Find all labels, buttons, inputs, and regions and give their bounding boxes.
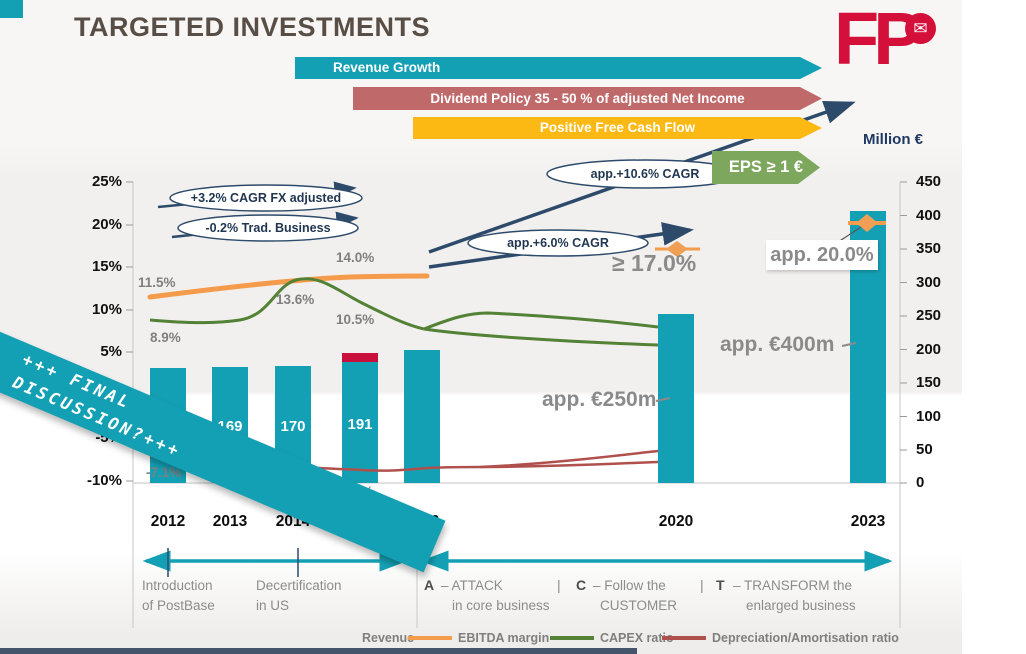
capex-2012-label: 8.9%	[150, 330, 181, 345]
phase-c-subtitle: CUSTOMER	[600, 598, 678, 613]
phase-separator: |	[700, 577, 704, 593]
ebitda-2020-diamond	[666, 241, 688, 257]
legend-swatch-capex	[550, 636, 594, 640]
page-title: TARGETED INVESTMENTS	[74, 12, 431, 42]
phase-t-letter: T	[716, 577, 725, 593]
legend-label-revenue: Revenue	[362, 631, 415, 645]
ebitda-line	[147, 273, 430, 300]
ebitda-2023-diamond	[856, 214, 878, 232]
revenue-2020-label: app. €250m	[542, 388, 657, 411]
event-decert-line1: Decertification	[256, 578, 342, 593]
revenue-bar-2015-highlight	[342, 353, 378, 362]
year-2013: 2013	[212, 513, 248, 530]
right-axis-tick: 250	[916, 307, 942, 324]
right-axis-tick: 100	[916, 407, 942, 425]
bar-value-2014: 170	[280, 418, 306, 435]
left-axis-tick: 5%	[100, 343, 122, 360]
revenue-bar-2015	[342, 362, 378, 483]
revenue-growth-banner: Revenue Growth	[295, 57, 822, 79]
dividend-policy-banner: Dividend Policy 35 - 50 % of adjusted Ne…	[353, 87, 822, 110]
bar-value-2015: 191	[347, 416, 373, 433]
phase-a-title: – ATTACK	[441, 578, 503, 593]
legend-swatch-revenue	[0, 0, 23, 18]
timeline-event-ticks	[167, 548, 299, 577]
year-2023: 2023	[850, 513, 886, 530]
legend-label-depreciation: Depreciation/Amortisation ratio	[712, 631, 899, 645]
right-axis-tick: 50	[916, 441, 933, 458]
legend-swatch-ebitda	[408, 636, 452, 640]
phase-t-subtitle: enlarged business	[746, 598, 856, 613]
phase-separator: |	[557, 577, 561, 593]
right-axis-tick: 450	[916, 173, 942, 190]
event-postbase-line2: of PostBase	[142, 598, 215, 613]
phase-t-title: – TRANSFORM the	[733, 578, 853, 593]
right-axis-tick: 300	[916, 273, 942, 291]
legend-label-ebitda: EBITDA margin	[458, 631, 550, 645]
left-axis-tick: 25%	[91, 173, 122, 190]
right-axis-tick: 400	[916, 206, 942, 224]
right-axis-unit-label: Million €	[863, 131, 923, 148]
event-decert-line2: in US	[256, 598, 290, 613]
phase-a-letter: A	[424, 577, 435, 593]
revenue-bar-2016	[404, 350, 440, 483]
capex-2015-label: 10.5%	[336, 312, 375, 327]
left-axis-tick: 10%	[91, 301, 122, 318]
ebitda-2020-label: ≥ 17.0%	[612, 250, 697, 276]
event-postbase-line1: Introduction	[142, 578, 213, 593]
phase-a-subtitle: in core business	[452, 598, 550, 613]
right-axis-tick: 350	[916, 240, 942, 257]
right-axis-tick: 0	[916, 474, 925, 491]
cagr-6-label: app.+6.0% CAGR	[507, 236, 609, 250]
left-axis-tick: -10%	[86, 472, 122, 489]
eps-banner: EPS ≥ 1 €	[712, 151, 820, 184]
year-2020: 2020	[658, 513, 694, 530]
revenue-2023-dash	[841, 342, 857, 347]
ebitda-2023-label: app. 20.0%	[766, 240, 878, 270]
slide-right-margin	[962, 0, 1026, 654]
cagr-10-label: app.+10.6% CAGR	[590, 167, 700, 181]
revenue-2020-dash	[655, 397, 671, 402]
cagr-fx-label: +3.2% CAGR FX adjusted	[190, 191, 342, 205]
phase-c-letter: C	[576, 577, 587, 593]
legend-swatch-depreciation	[662, 636, 706, 640]
ebitda-2015-label: 14.0%	[336, 250, 375, 265]
envelope-icon: ✉	[905, 13, 936, 44]
left-axis-tick: 15%	[91, 258, 122, 275]
cagr-trad-label: -0.2% Trad. Business	[205, 221, 331, 235]
legend-label-capex: CAPEX ratio	[600, 631, 674, 645]
capex-2014-label: 13.6%	[276, 292, 315, 307]
annotation-ellipses	[169, 159, 744, 257]
ebitda-2012-label: 11.5%	[138, 275, 176, 290]
right-axis-tick: 200	[916, 340, 942, 358]
capex-line	[149, 277, 659, 347]
left-axis-tick: 20%	[91, 216, 122, 233]
right-axis-tick: 150	[916, 374, 942, 391]
revenue-2023-label: app. €400m	[720, 333, 835, 356]
phase-c-title: – Follow the	[593, 578, 666, 593]
year-2012: 2012	[150, 513, 186, 530]
depreciation-2012-label: -7.1%	[146, 465, 182, 480]
fp-logo: FP	[834, 0, 923, 80]
bottom-accent-bar	[0, 648, 637, 654]
free-cash-flow-banner: Positive Free Cash Flow	[413, 117, 822, 139]
